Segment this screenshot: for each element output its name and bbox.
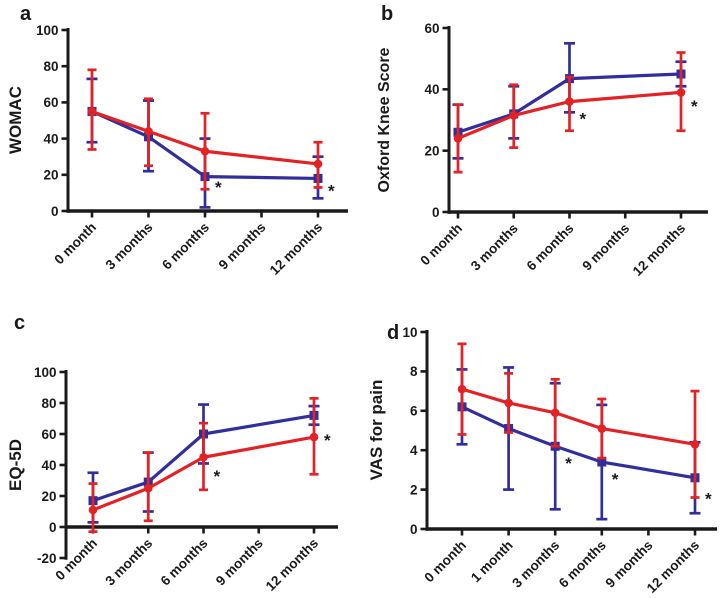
svg-text:9 months: 9 months [213,536,266,589]
svg-text:9 months: 9 months [579,221,632,274]
svg-text:1 month: 1 month [468,538,516,586]
svg-text:*: * [705,490,712,509]
svg-text:3 months: 3 months [468,221,521,274]
panel-b: b Oxford Knee Score 0 20 40 60 0 month 3 mont… [361,0,722,299]
svg-text:*: * [328,181,335,200]
svg-text:*: * [691,97,698,116]
svg-text:0 month: 0 month [417,221,465,269]
panel-d-letter: d [387,322,400,344]
svg-text:0 month: 0 month [52,536,100,584]
svg-text:0: 0 [51,204,59,219]
svg-text:8: 8 [410,364,418,379]
svg-text:20: 20 [424,143,439,158]
svg-text:40: 40 [43,131,58,146]
panel-a-letter: a [20,3,32,25]
svg-text:3 months: 3 months [509,538,562,591]
panel-b-letter: b [381,3,394,25]
svg-text:12 months: 12 months [267,220,325,278]
svg-text:60: 60 [41,427,56,442]
panel-d: d VAS for pain 0 2 4 6 8 10 0 month 1 month 3 mo… [361,299,722,598]
svg-text:6 months: 6 months [524,221,577,274]
svg-text:60: 60 [43,95,58,110]
svg-text:60: 60 [424,21,439,36]
panel-b-plot: 0 20 40 60 0 month 3 months 6 months 9 months12… [417,21,708,279]
svg-text:100: 100 [36,23,59,38]
svg-text:0: 0 [432,205,440,220]
svg-text:0: 0 [49,520,57,535]
svg-text:0 month: 0 month [421,538,469,586]
svg-text:10: 10 [402,325,417,340]
panel-c: c EQ-5D -20 0 20 40 60 80 100 0 month 3 months 6 … [0,299,361,598]
svg-text:20: 20 [41,489,56,504]
svg-text:6: 6 [410,404,418,419]
svg-text:*: * [612,470,619,489]
panel-c-letter: c [14,312,26,334]
svg-text:3 months: 3 months [102,536,155,589]
svg-text:80: 80 [41,396,56,411]
svg-text:40: 40 [41,458,56,473]
svg-text:0: 0 [410,522,418,537]
panel-a-plot: 0 20 40 60 80 100 0 month 3 months 6 months 9 mon… [36,23,348,278]
svg-text:*: * [324,431,331,450]
svg-text:40: 40 [424,82,439,97]
svg-text:20: 20 [43,168,58,183]
svg-text:-20: -20 [37,551,57,566]
svg-text:100: 100 [34,365,57,380]
svg-text:12 months: 12 months [263,536,321,594]
svg-text:4: 4 [410,443,418,458]
svg-text:*: * [565,454,572,473]
svg-text:9 months: 9 months [216,220,269,273]
panel-c-plot: -20 0 20 40 60 80 100 0 month 3 months 6 months 9 … [34,365,338,594]
svg-text:3 months: 3 months [103,220,156,273]
svg-text:2: 2 [410,482,418,497]
svg-text:12 months: 12 months [630,221,688,279]
svg-text:*: * [214,467,221,486]
svg-text:6 months: 6 months [158,536,211,589]
svg-text:80: 80 [43,59,58,74]
svg-text:6 months: 6 months [159,220,212,273]
panel-a: a WOMAC 0 20 40 60 80 100 0 month 3 months 6 mon… [0,0,361,299]
svg-text:*: * [215,178,222,197]
svg-text:6 months: 6 months [556,538,609,591]
svg-text:*: * [580,109,587,128]
svg-text:0 month: 0 month [51,220,99,268]
